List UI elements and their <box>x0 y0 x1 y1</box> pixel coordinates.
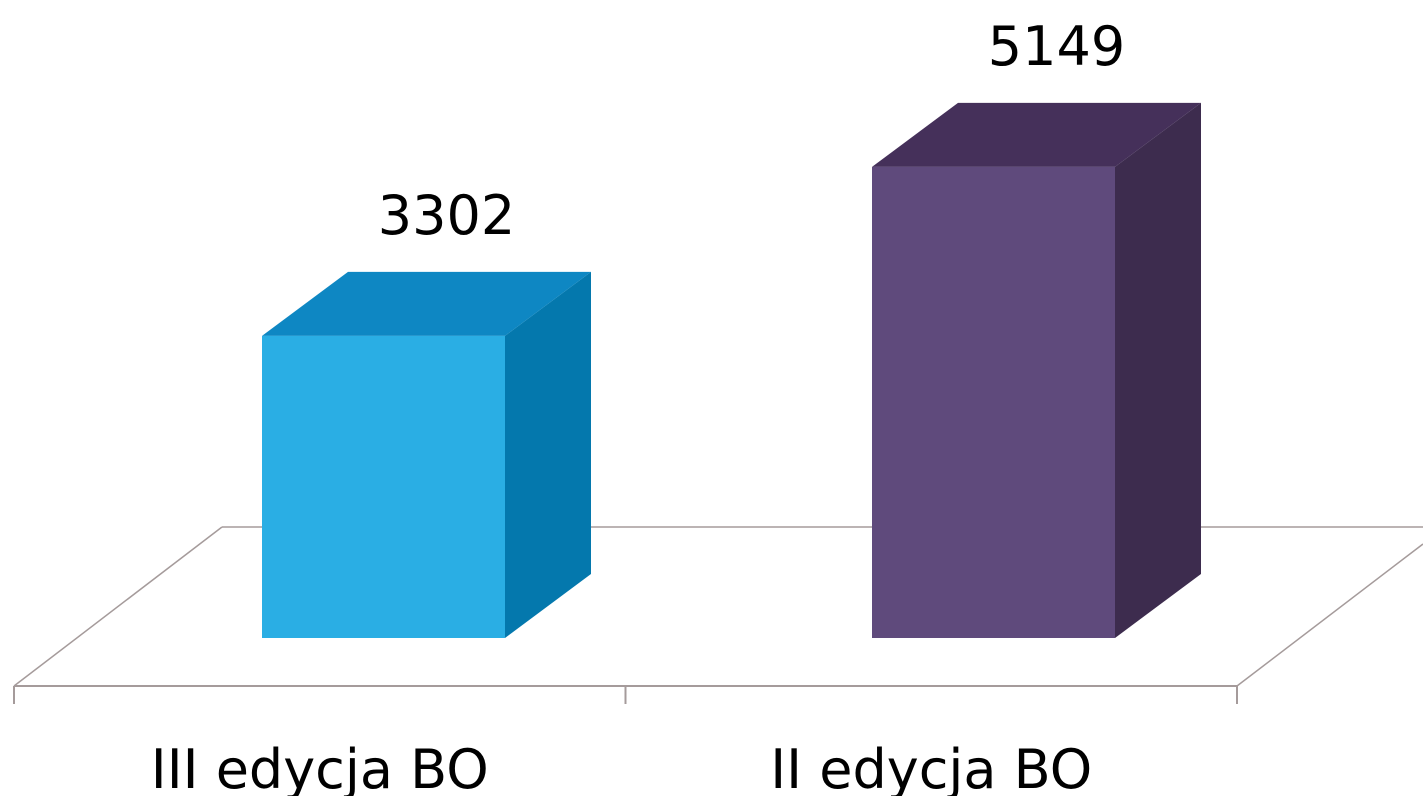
bar-top-face <box>262 271 591 336</box>
bars-group <box>262 102 1201 638</box>
chart-floor <box>13 526 1423 704</box>
data-label-2: 5149 <box>988 15 1125 78</box>
bar-2 <box>872 102 1201 638</box>
bar-front-face <box>872 166 1115 638</box>
data-label-1: 3302 <box>378 184 515 247</box>
floor-left-edge <box>13 526 223 687</box>
category-label-2: II edycja BO <box>770 738 1092 796</box>
category-label-1: III edycja BO <box>151 738 489 796</box>
floor-right-edge <box>1236 543 1423 687</box>
bar-1 <box>262 271 591 638</box>
bar-front-face <box>262 335 505 638</box>
bar-side-face <box>1115 102 1201 638</box>
bar-side-face <box>505 271 591 638</box>
bar-top-face <box>872 102 1201 167</box>
labels-group: 3302 III edycja BO 5149 II edycja BO <box>151 15 1125 801</box>
